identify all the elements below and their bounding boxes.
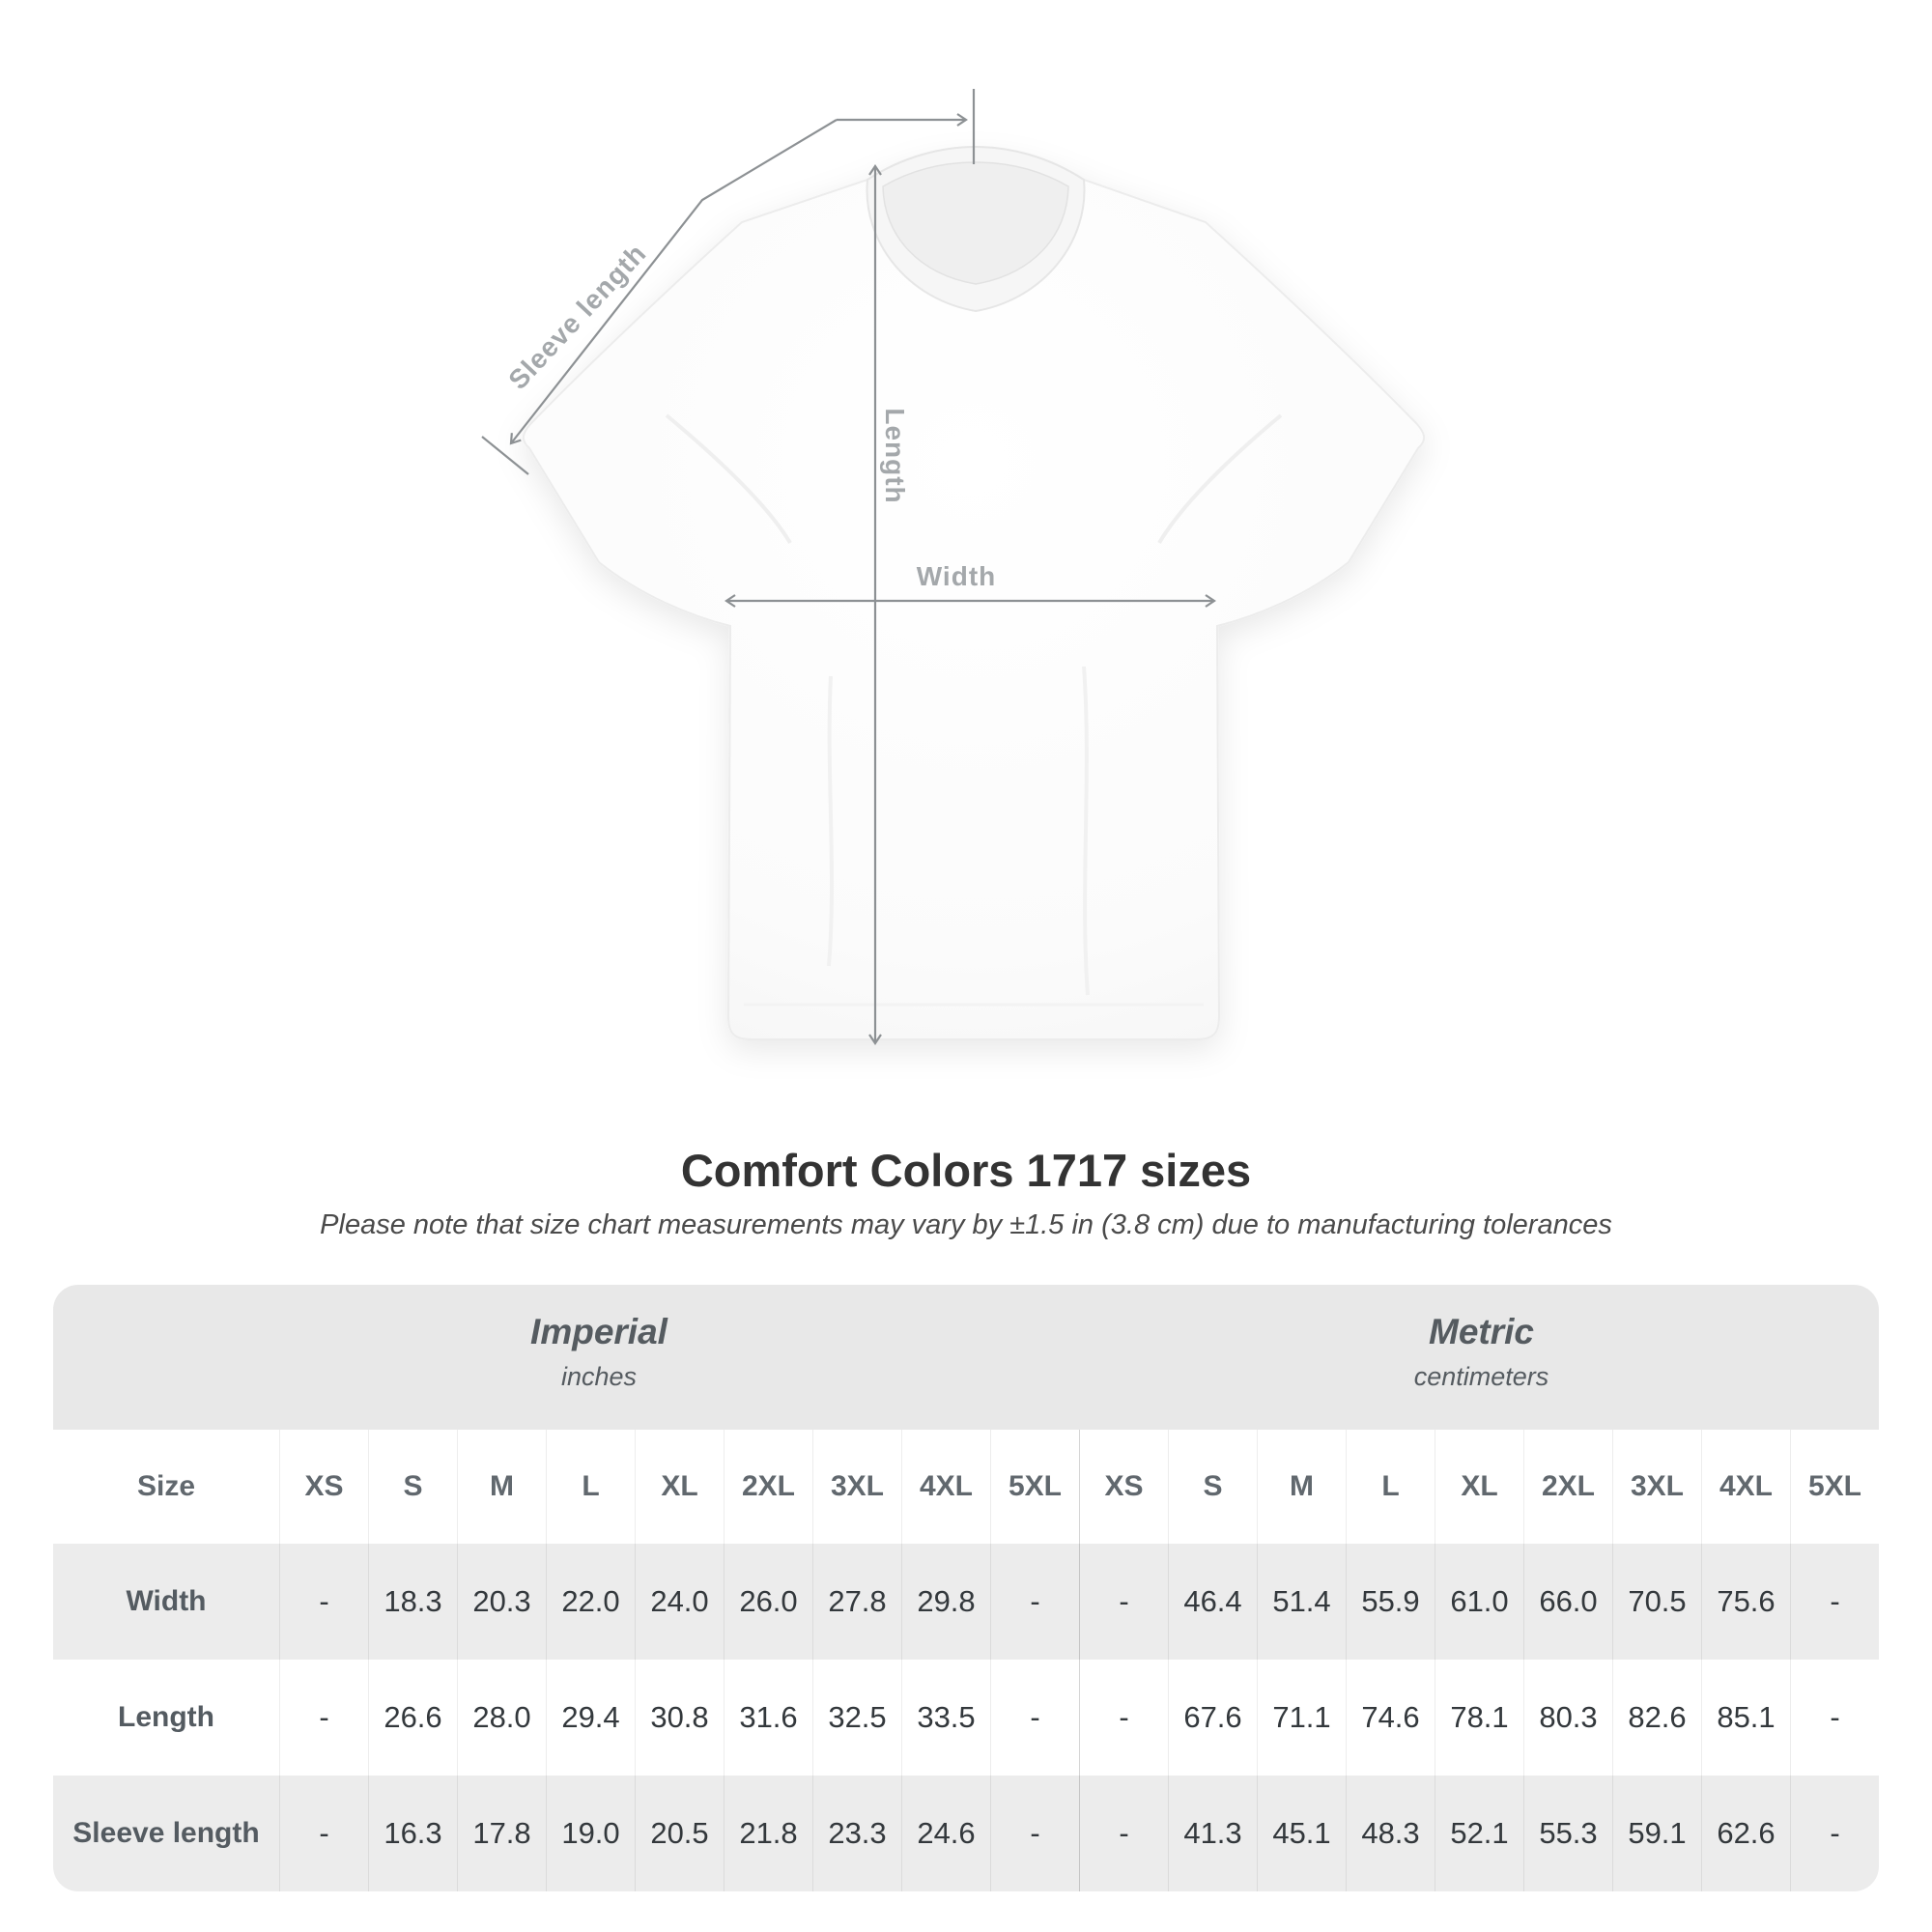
table-cell: 51.4	[1257, 1544, 1346, 1660]
table-cell: 21.8	[724, 1776, 812, 1891]
table-cell: -	[1079, 1776, 1168, 1891]
table-cell: -	[990, 1776, 1079, 1891]
table-cell: 29.4	[546, 1660, 635, 1776]
sleeve-length-line	[509, 119, 838, 445]
table-cell: 82.6	[1612, 1660, 1701, 1776]
row-label: Sleeve length	[53, 1776, 279, 1891]
table-cell: 55.3	[1523, 1776, 1612, 1891]
imperial-label: Imperial	[530, 1312, 668, 1351]
table-cell: 26.6	[368, 1660, 457, 1776]
size-col-header: M	[457, 1430, 546, 1544]
table-cell: 33.5	[901, 1660, 990, 1776]
table-cell: 48.3	[1346, 1776, 1435, 1891]
table-cell: 46.4	[1168, 1544, 1257, 1660]
table-cell: 74.6	[1346, 1660, 1435, 1776]
table-cell: -	[279, 1776, 368, 1891]
table-cell: 67.6	[1168, 1660, 1257, 1776]
table-cell: -	[279, 1660, 368, 1776]
width-label: Width	[916, 561, 997, 591]
size-col-header: L	[546, 1430, 635, 1544]
page-title: Comfort Colors 1717 sizes	[680, 1145, 1252, 1196]
tshirt-collar	[866, 145, 1086, 313]
measurement-lines	[481, 89, 1216, 1045]
table-cell: 17.8	[457, 1776, 546, 1891]
size-col-header: XS	[279, 1430, 368, 1544]
table-cell: 31.6	[724, 1660, 812, 1776]
table-cell: 24.0	[635, 1544, 724, 1660]
metric-section-header: Metric centimeters	[1084, 1285, 1879, 1430]
table-cell: 18.3	[368, 1544, 457, 1660]
size-col-header: 4XL	[901, 1430, 990, 1544]
table-cell: 45.1	[1257, 1776, 1346, 1891]
size-col-header: 4XL	[1701, 1430, 1790, 1544]
table-cell: 41.3	[1168, 1776, 1257, 1891]
table-cell: 62.6	[1701, 1776, 1790, 1891]
size-col-header: 2XL	[1523, 1430, 1612, 1544]
length-label: Length	[880, 408, 910, 504]
table-cell: 32.5	[812, 1660, 901, 1776]
table-cell: 61.0	[1435, 1544, 1523, 1660]
size-col-header: M	[1257, 1430, 1346, 1544]
table-cell: 52.1	[1435, 1776, 1523, 1891]
table-cell: 66.0	[1523, 1544, 1612, 1660]
size-col-header: 3XL	[1612, 1430, 1701, 1544]
table-cell: 16.3	[368, 1776, 457, 1891]
size-col-header: S	[1168, 1430, 1257, 1544]
size-col-header: L	[1346, 1430, 1435, 1544]
size-table-grid: Size XS S M L XL 2XL 3XL 4XL 5XL XS S M L XL 2XL 3XL 4XL 5…	[53, 1430, 1879, 1891]
table-cell: -	[279, 1544, 368, 1660]
table-cell: -	[1079, 1544, 1168, 1660]
table-cell: 24.6	[901, 1776, 990, 1891]
table-cell: 28.0	[457, 1660, 546, 1776]
table-cell: -	[990, 1660, 1079, 1776]
size-corner-header: Size	[53, 1430, 279, 1544]
table-cell: 71.1	[1257, 1660, 1346, 1776]
table-cell: 20.5	[635, 1776, 724, 1891]
table-cell: 70.5	[1612, 1544, 1701, 1660]
table-cell: -	[1790, 1660, 1879, 1776]
table-cell: 29.8	[901, 1544, 990, 1660]
table-cell: 22.0	[546, 1544, 635, 1660]
table-cell: -	[1790, 1544, 1879, 1660]
table-cell: 27.8	[812, 1544, 901, 1660]
size-col-header: 5XL	[1790, 1430, 1879, 1544]
size-col-header: XL	[1435, 1430, 1523, 1544]
table-cell: -	[990, 1544, 1079, 1660]
size-col-header: 5XL	[990, 1430, 1079, 1544]
table-cell: 80.3	[1523, 1660, 1612, 1776]
table-cell: 78.1	[1435, 1660, 1523, 1776]
imperial-unit-label: inches	[560, 1362, 638, 1391]
size-table: Imperial inches Metric centimeters Size X…	[53, 1285, 1879, 1891]
unit-header-band: Imperial inches Metric centimeters	[53, 1285, 1879, 1430]
size-col-header: 3XL	[812, 1430, 901, 1544]
table-cell: 59.1	[1612, 1776, 1701, 1891]
tshirt-diagram	[481, 89, 1426, 1045]
size-col-header: XS	[1079, 1430, 1168, 1544]
table-cell: 75.6	[1701, 1544, 1790, 1660]
table-cell: 85.1	[1701, 1660, 1790, 1776]
row-label: Length	[53, 1660, 279, 1776]
size-col-header: XL	[635, 1430, 724, 1544]
table-cell: 20.3	[457, 1544, 546, 1660]
table-cell: -	[1079, 1660, 1168, 1776]
table-cell: 30.8	[635, 1660, 724, 1776]
size-col-header: S	[368, 1430, 457, 1544]
table-cell: 26.0	[724, 1544, 812, 1660]
table-cell: 19.0	[546, 1776, 635, 1891]
table-cell: -	[1790, 1776, 1879, 1891]
row-label: Width	[53, 1544, 279, 1660]
sleeve-end-cap	[481, 436, 529, 475]
size-col-header: 2XL	[724, 1430, 812, 1544]
metric-label: Metric	[1429, 1312, 1534, 1351]
table-cell: 23.3	[812, 1776, 901, 1891]
table-cell: 55.9	[1346, 1544, 1435, 1660]
page-subtitle: Please note that size chart measurements…	[320, 1209, 1612, 1240]
imperial-section-header: Imperial inches	[164, 1285, 1034, 1430]
metric-unit-label: centimeters	[1413, 1362, 1549, 1391]
